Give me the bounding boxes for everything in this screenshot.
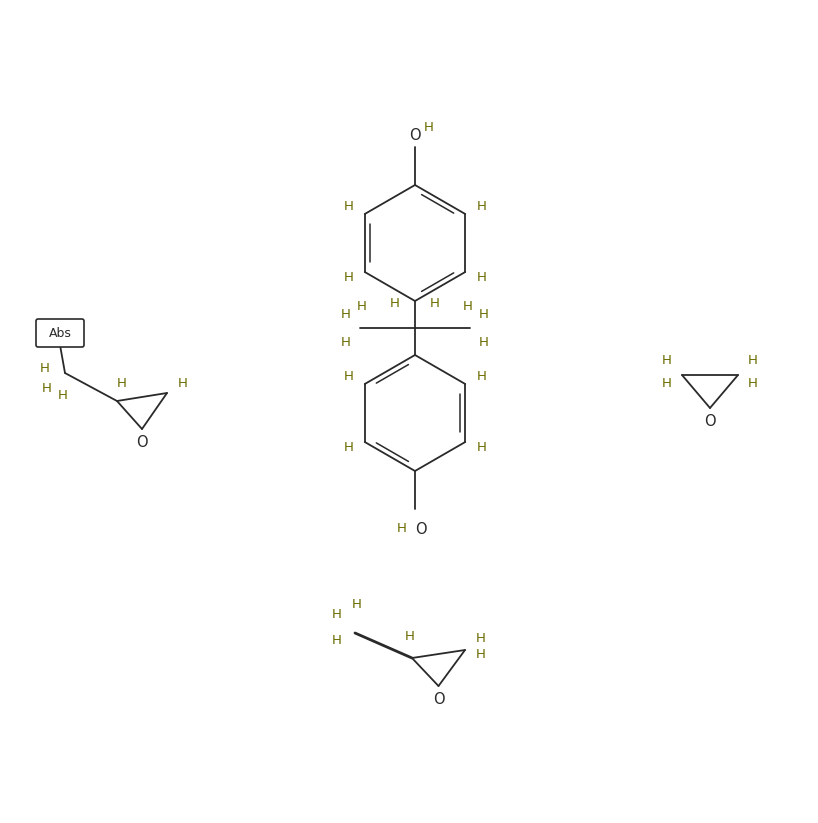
Text: H: H — [476, 271, 486, 283]
Text: H: H — [58, 388, 68, 402]
Text: H: H — [748, 376, 758, 389]
Text: H: H — [357, 300, 367, 313]
Text: H: H — [117, 376, 127, 389]
Text: H: H — [430, 296, 440, 309]
Text: H: H — [476, 631, 486, 644]
Text: H: H — [476, 649, 486, 662]
Text: H: H — [397, 523, 407, 536]
Text: H: H — [748, 354, 758, 366]
Text: H: H — [344, 199, 353, 212]
Text: H: H — [40, 361, 50, 374]
Text: O: O — [433, 691, 444, 706]
Text: H: H — [344, 370, 353, 383]
Text: H: H — [479, 308, 489, 320]
Text: H: H — [476, 440, 486, 453]
Text: H: H — [390, 296, 400, 309]
Text: H: H — [42, 382, 52, 394]
Text: H: H — [662, 376, 672, 389]
Text: H: H — [332, 608, 342, 621]
Text: H: H — [476, 199, 486, 212]
Text: H: H — [424, 120, 434, 133]
Text: O: O — [416, 522, 427, 537]
Text: H: H — [332, 635, 342, 648]
Text: H: H — [344, 271, 353, 283]
Text: H: H — [341, 308, 351, 320]
Text: H: H — [479, 336, 489, 348]
Text: O: O — [704, 413, 716, 429]
Text: H: H — [344, 440, 353, 453]
Text: H: H — [352, 598, 362, 611]
Text: Abs: Abs — [48, 327, 71, 340]
FancyBboxPatch shape — [36, 319, 84, 347]
Text: H: H — [178, 376, 188, 389]
Text: O: O — [409, 128, 420, 142]
Text: H: H — [463, 300, 473, 313]
Text: H: H — [341, 336, 351, 348]
Text: H: H — [476, 370, 486, 383]
Text: H: H — [405, 630, 415, 643]
Text: H: H — [662, 354, 672, 366]
Text: O: O — [136, 435, 148, 449]
